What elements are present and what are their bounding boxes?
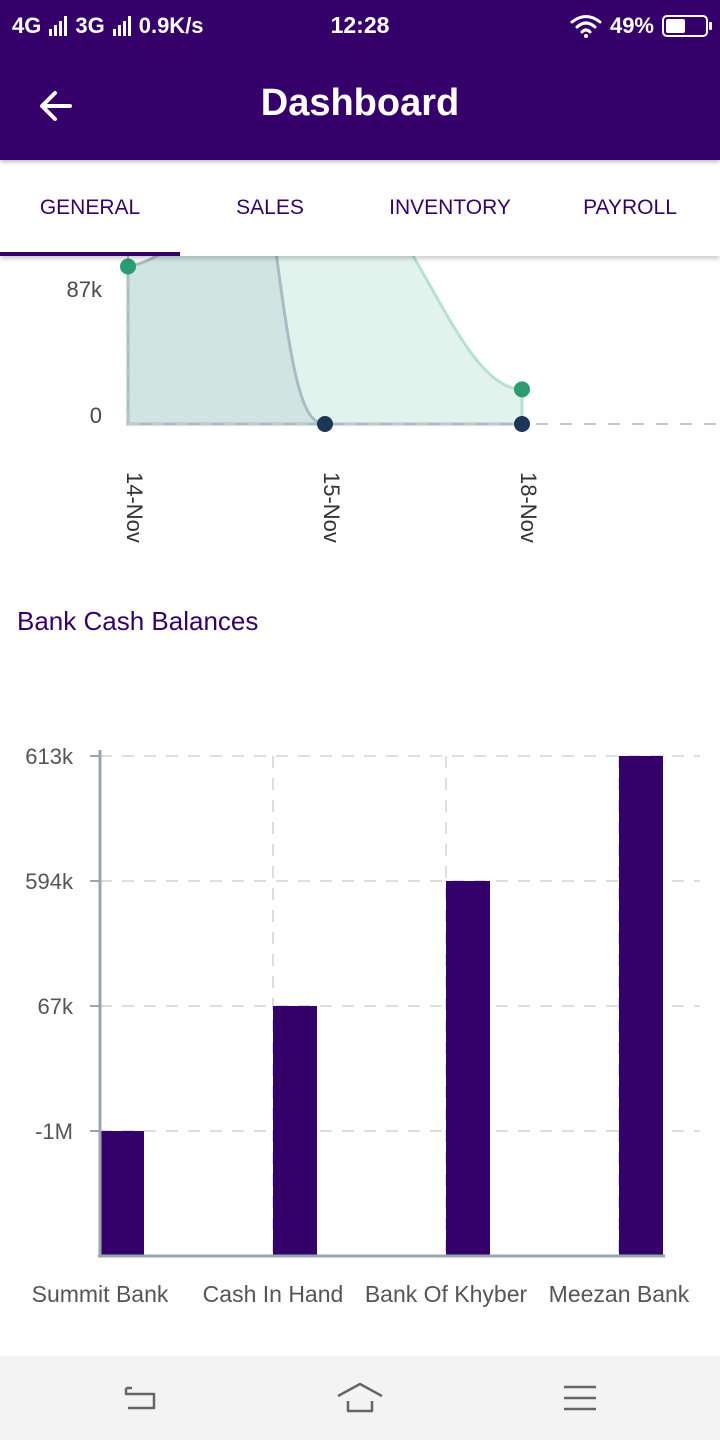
network-type-2: 3G [75, 13, 105, 38]
x-tick-label: 14-Nov [122, 472, 147, 543]
battery-icon [662, 15, 712, 37]
status-right: 49% [570, 13, 712, 39]
app-bar: Dashboard [0, 52, 720, 160]
dashboard-content[interactable]: 87k 0 14-Nov 15-Nov 18-Nov Bank Cash Bal… [0, 256, 720, 1356]
y-tick-label: 594k [25, 869, 74, 894]
battery-percent: 49% [609, 13, 654, 38]
network-speed: 0.9K/s [138, 13, 204, 38]
bars [100, 756, 663, 1256]
tab-bar: GENERAL SALES INVENTORY PAYROLL [0, 160, 720, 256]
network-type-1: 4G [12, 13, 42, 38]
sales-area-chart: 87k 0 14-Nov 15-Nov 18-Nov [67, 256, 720, 543]
page-title: Dashboard [260, 82, 460, 124]
bank-balances-title: Bank Cash Balances [17, 606, 259, 636]
bar-summit-bank[interactable] [100, 1131, 144, 1256]
signal-icon [112, 16, 131, 36]
clock: 12:28 [330, 12, 390, 38]
nav-menu-button[interactable] [550, 1374, 610, 1422]
y-tick-label: 0 [90, 403, 102, 428]
back-nav-icon [124, 1386, 156, 1410]
area-series-2 [126, 256, 522, 426]
tab-general[interactable]: GENERAL [0, 160, 180, 256]
signal-icon [49, 16, 68, 36]
tab-inventory[interactable]: INVENTORY [389, 196, 511, 219]
y-tick-label: 67k [38, 994, 74, 1019]
y-tick-label: 613k [25, 744, 74, 769]
status-bar: 4G 3G 0.9K/s 12:28 49% [0, 0, 720, 52]
system-nav-bar [0, 1356, 720, 1440]
tab-sales[interactable]: SALES [236, 196, 304, 219]
x-tick-label: Cash In Hand [203, 1281, 344, 1307]
y-tick-label: 87k [67, 277, 103, 302]
wifi-icon [570, 15, 602, 38]
nav-home-button[interactable] [330, 1374, 390, 1422]
x-tick-label: Summit Bank [32, 1281, 169, 1307]
data-point[interactable] [514, 381, 530, 398]
back-button[interactable] [34, 84, 78, 128]
menu-nav-icon [564, 1385, 596, 1411]
x-tick-label: 18-Nov [516, 472, 541, 543]
y-tick-label: -1M [35, 1119, 73, 1144]
data-point[interactable] [317, 416, 333, 432]
bank-balances-bar-chart: 613k 594k 67k -1M Summit Bank Cash In Ha… [25, 744, 700, 1307]
battery-level [666, 19, 685, 33]
bar-meezan-bank[interactable] [619, 756, 663, 1256]
nav-back-button[interactable] [110, 1374, 170, 1422]
data-point[interactable] [120, 258, 136, 275]
home-nav-icon [337, 1382, 383, 1413]
x-tick-label: 15-Nov [319, 472, 344, 543]
x-tick-label: Meezan Bank [549, 1281, 690, 1307]
arrow-left-icon [40, 91, 72, 121]
bar-bank-of-khyber[interactable] [446, 881, 490, 1256]
status-left: 4G 3G 0.9K/s [12, 13, 204, 39]
bar-cash-in-hand[interactable] [273, 1006, 317, 1256]
x-tick-label: Bank Of Khyber [365, 1281, 528, 1307]
data-point[interactable] [514, 416, 530, 432]
grid-lines [100, 755, 700, 1256]
tab-payroll[interactable]: PAYROLL [583, 196, 677, 219]
